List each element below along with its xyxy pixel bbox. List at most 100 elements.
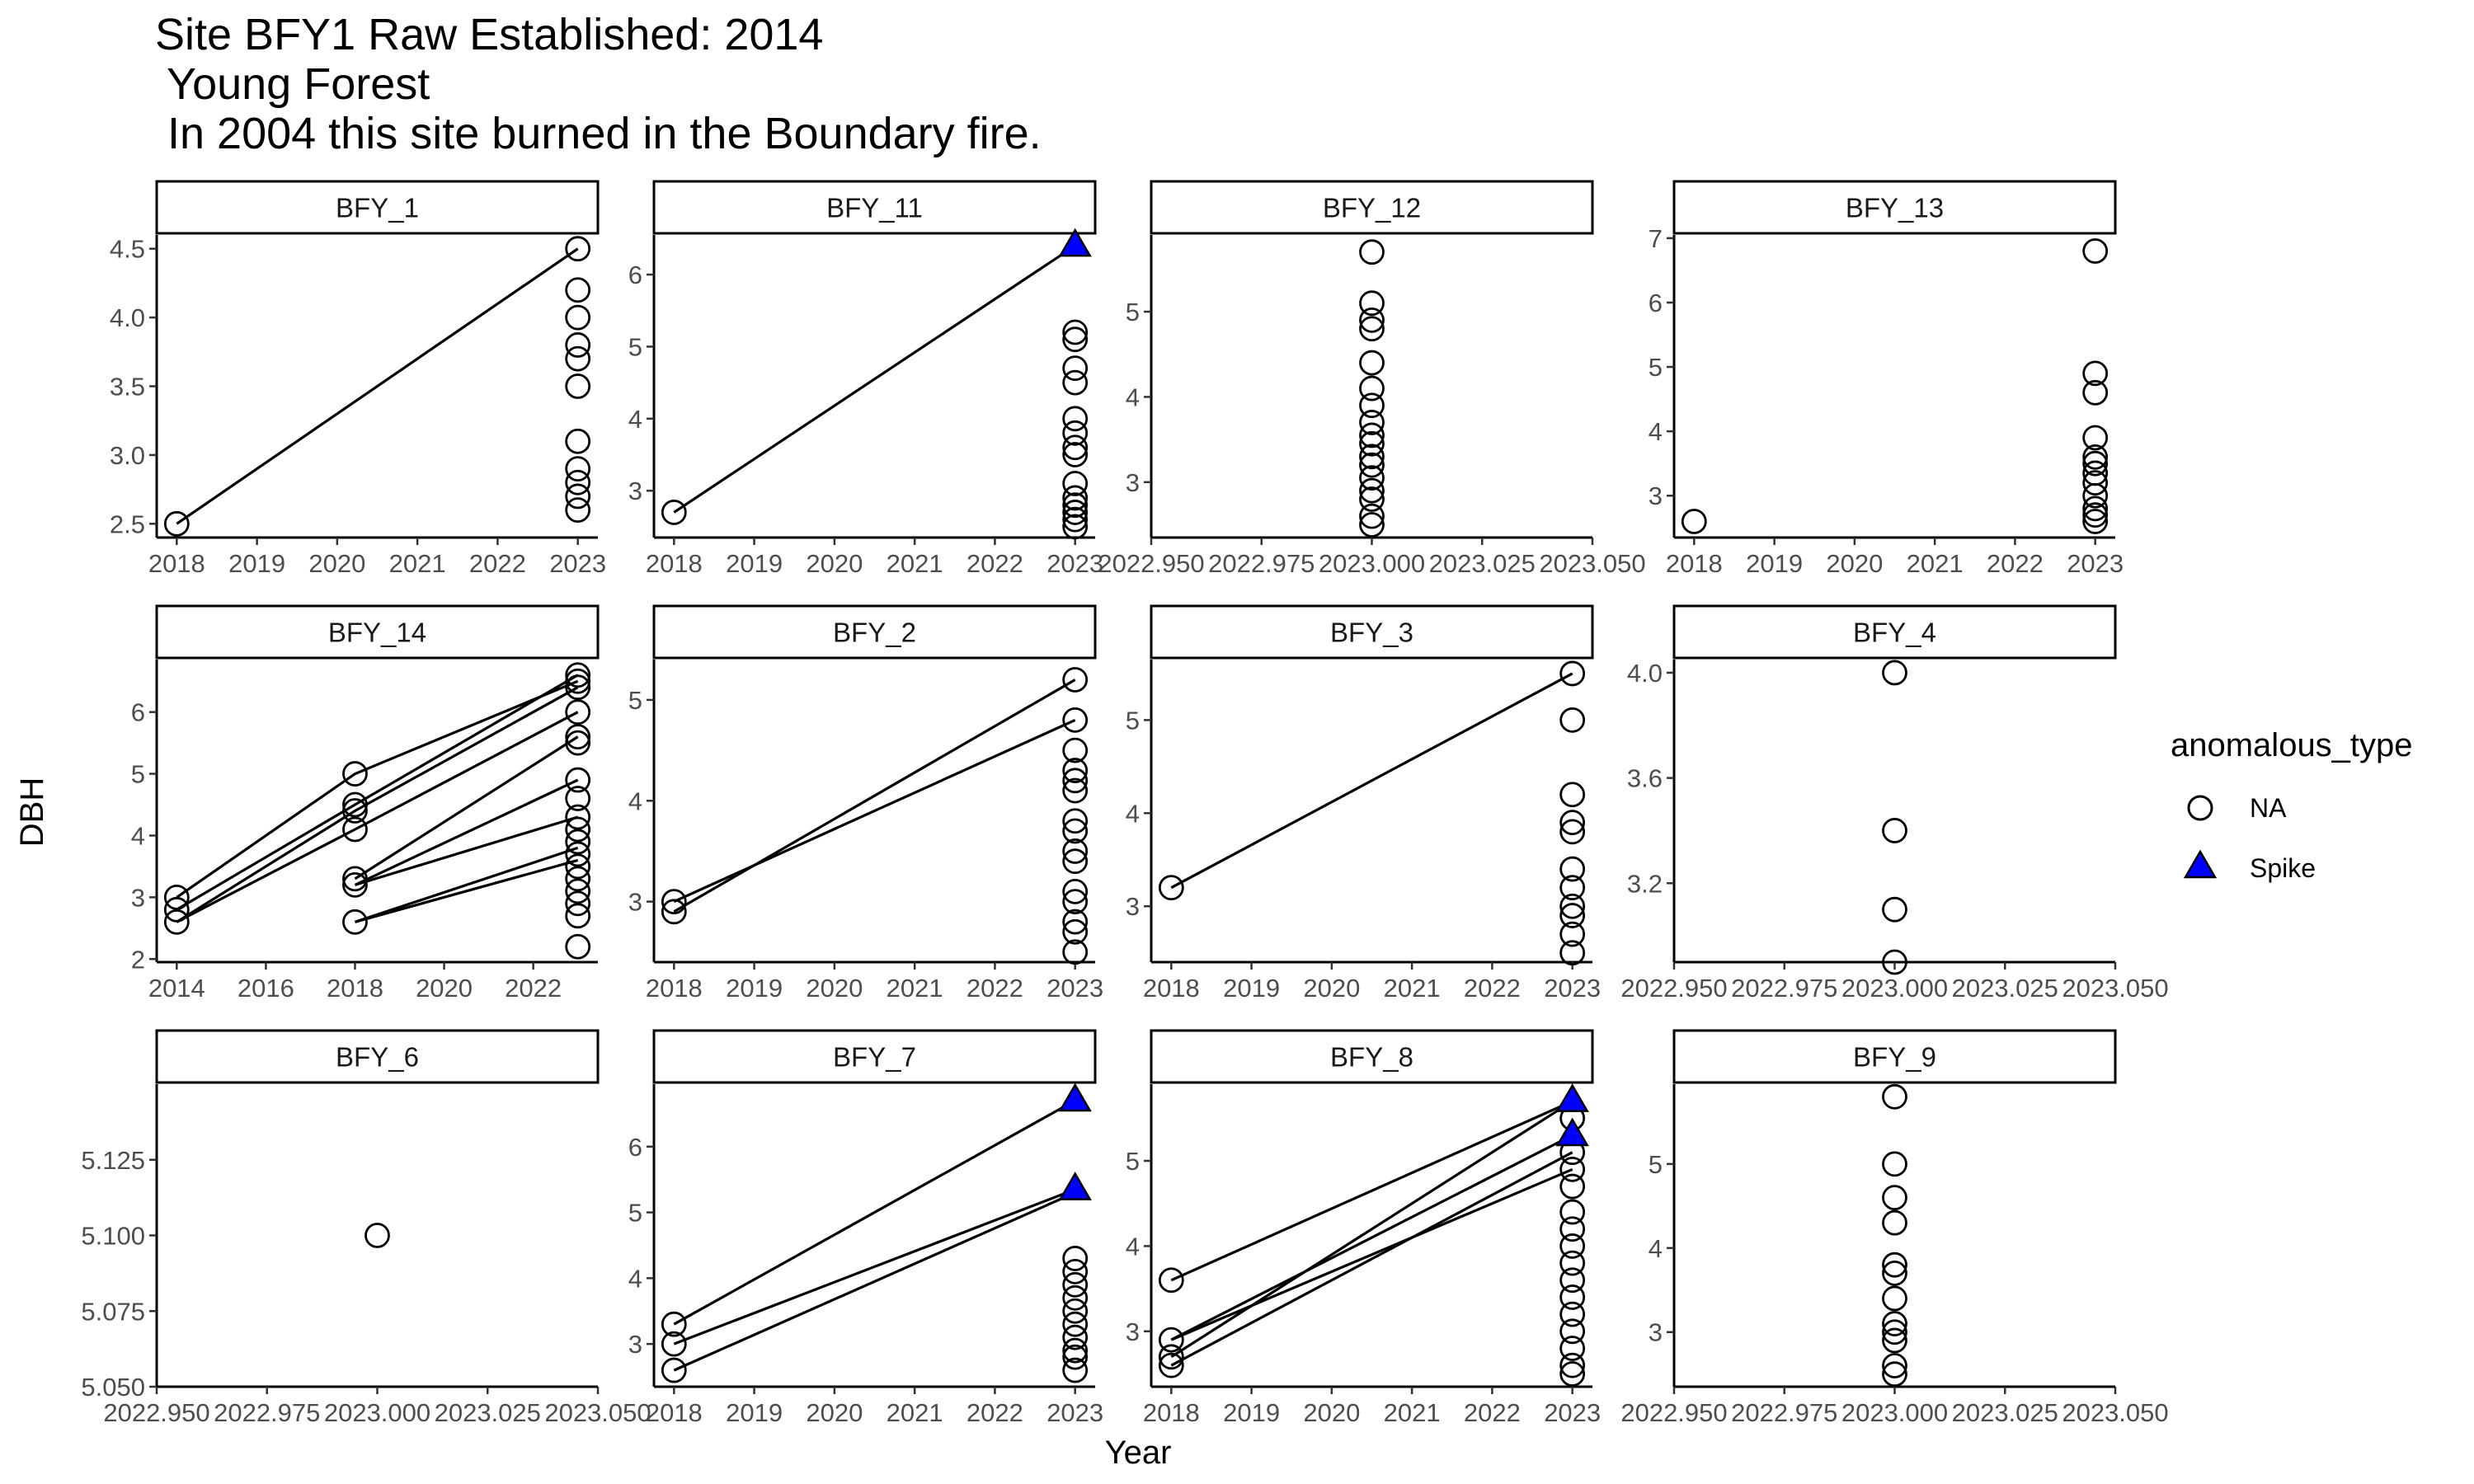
x-tick-label: 2022	[1464, 974, 1521, 1003]
data-point-na	[1062, 514, 1089, 540]
y-tick-label: 4	[1126, 799, 1140, 828]
data-point-na	[1359, 410, 1385, 435]
data-point-na	[2082, 495, 2109, 522]
facet-strip	[652, 604, 1097, 660]
facet-strip-label: BFY_6	[336, 1042, 419, 1073]
x-tick-label: 2020	[308, 549, 365, 578]
facet-strip	[1150, 604, 1594, 660]
y-tick-label: 5	[628, 1199, 642, 1228]
data-point-na	[565, 933, 591, 960]
data-point-na	[1062, 889, 1089, 914]
data-point-na	[1882, 1185, 1907, 1211]
x-tick-label: 2018	[1143, 1398, 1200, 1427]
data-point-na	[342, 909, 368, 935]
data-point-na	[2082, 360, 2109, 387]
data-point-na	[1062, 838, 1089, 864]
x-tick-label: 2019	[1223, 1398, 1280, 1427]
data-point-na	[1559, 1336, 1586, 1361]
data-point-na	[1359, 477, 1385, 504]
data-point-na	[1559, 1156, 1586, 1182]
panel-bfy-8: BFY_8 3 4 5 2018 2019 2020 2021 2022 2023	[1126, 1029, 1601, 1427]
data-point-na	[1359, 422, 1385, 448]
data-point-na	[1062, 1271, 1089, 1298]
data-point-na	[342, 791, 368, 818]
panel-bfy-3: BFY_3 3 4 5 2018 2019 2020 2021 2022 2023	[1126, 604, 1601, 1003]
data-point-na	[1158, 1344, 1184, 1370]
panel-bfy-12: BFY_12 3 4 5 2022.950 2022.975 2023.000 2023.02…	[1098, 180, 1646, 578]
data-point-na	[1559, 1318, 1586, 1345]
x-tick-label: 2022.975	[1731, 1398, 1837, 1427]
data-point-na	[1882, 1151, 1907, 1177]
x-tick-label: 2021	[887, 974, 943, 1003]
y-tick-label: 3.0	[110, 441, 145, 470]
data-point-na	[1359, 452, 1385, 478]
data-point-na	[1062, 1258, 1089, 1284]
facet-strip	[155, 604, 600, 660]
y-tick-label: 3	[628, 477, 642, 505]
data-point-na	[565, 730, 591, 756]
data-point-na	[1559, 1250, 1586, 1276]
facet-strip	[1672, 1029, 2117, 1084]
data-point-na	[1359, 392, 1385, 419]
data-point-na	[661, 889, 687, 914]
data-point-na	[1158, 875, 1184, 901]
y-tick-label: 6	[1649, 289, 1663, 317]
panel-bfy-11: BFY_11 3 4 5 6 2018 2019 2020 2021 2022 2023	[628, 180, 1103, 578]
panel-bfy-14: BFY_14 2 3 4 5 6 2014 2016 2018 2020 2022	[131, 604, 600, 1003]
y-tick-label: 4	[1126, 383, 1140, 411]
y-tick-label: 5.125	[81, 1146, 145, 1175]
data-point-na	[1882, 1285, 1907, 1312]
data-point-na	[1062, 1337, 1089, 1364]
y-tick-label: 3	[1649, 481, 1663, 510]
data-point-na	[565, 699, 591, 726]
x-tick-label: 2023.050	[2062, 974, 2168, 1003]
y-tick-label: 5.050	[81, 1373, 145, 1402]
facet-strip-label: BFY_4	[1853, 618, 1936, 648]
x-tick-label: 2022.950	[1620, 974, 1727, 1003]
data-point-na	[1062, 506, 1089, 533]
data-point-na	[1882, 949, 1907, 975]
data-point-na	[1559, 707, 1586, 733]
y-tick-label: 4.0	[110, 303, 145, 332]
data-point-na	[1062, 939, 1089, 965]
data-point-na	[365, 1223, 390, 1248]
y-tick-label: 6	[131, 698, 145, 727]
data-point-na	[1062, 758, 1089, 783]
x-tick-label: 2023	[2067, 549, 2124, 578]
series-line	[1170, 1100, 1573, 1359]
data-point-na	[565, 816, 591, 843]
data-point-na	[1062, 808, 1089, 834]
y-tick-label: 3.5	[110, 373, 145, 402]
series-line	[1170, 1134, 1573, 1341]
facet-strip	[1672, 180, 2117, 235]
data-point-na	[2082, 379, 2109, 406]
y-tick-label: 4	[628, 787, 642, 815]
data-point-na	[1559, 921, 1586, 947]
data-point-na	[163, 896, 190, 923]
data-point-na	[1882, 660, 1907, 686]
data-point-na	[565, 674, 591, 701]
x-tick-label: 2018	[327, 974, 383, 1003]
x-tick-label: 2023.025	[435, 1398, 541, 1427]
data-point-na	[2082, 450, 2109, 477]
x-tick-label: 2018	[646, 974, 703, 1003]
x-tick-label: 2018	[646, 1398, 703, 1427]
series-line	[176, 247, 579, 525]
x-tick-label: 2022.975	[1208, 549, 1315, 578]
facet-strip-label: BFY_9	[1853, 1042, 1936, 1073]
x-tick-label: 2023	[1047, 974, 1103, 1003]
series-line	[673, 1191, 1076, 1372]
data-point-na	[1559, 1361, 1586, 1387]
y-tick-label: 3	[1649, 1318, 1663, 1347]
x-tick-label: 2023.050	[2062, 1398, 2168, 1427]
data-point-na	[1062, 818, 1089, 844]
x-tick-label: 2023.050	[1539, 549, 1645, 578]
data-point-na	[661, 1357, 687, 1383]
series-line	[1170, 672, 1573, 890]
y-tick-label: 4	[1649, 1234, 1663, 1263]
data-point-na	[1062, 420, 1089, 446]
legend-key-spike	[2183, 849, 2218, 879]
x-tick-label: 2022	[967, 974, 1023, 1003]
